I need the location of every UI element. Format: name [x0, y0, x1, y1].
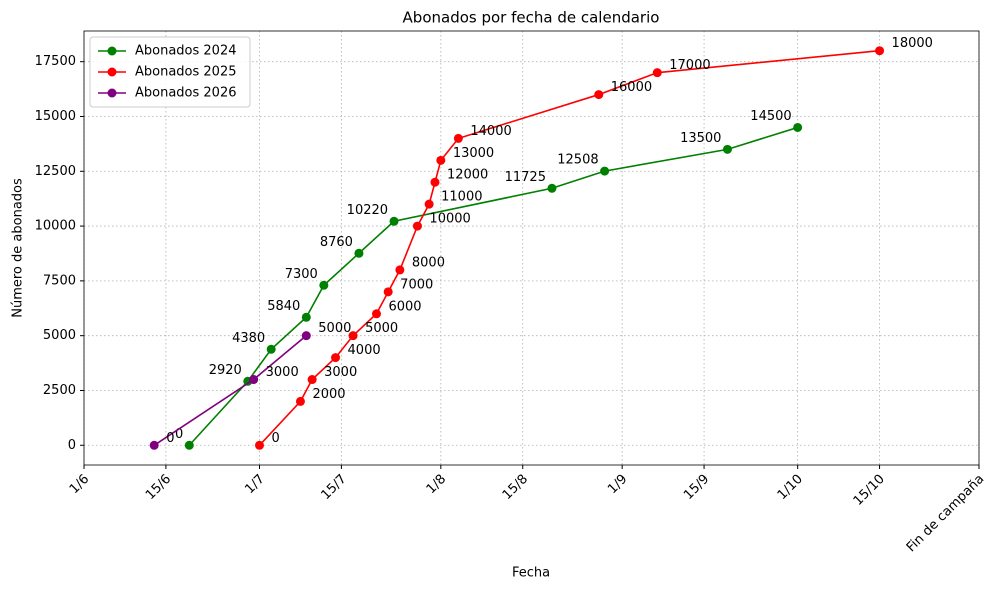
y-tick-label: 2500 — [43, 383, 76, 398]
data-point — [348, 331, 358, 341]
data-label: 13000 — [453, 146, 494, 161]
data-label: 7000 — [400, 277, 433, 292]
data-point — [319, 280, 329, 290]
legend-box — [89, 36, 251, 108]
data-point — [295, 396, 305, 406]
x-tick-label: 1/8 — [424, 472, 449, 497]
data-point — [594, 90, 604, 100]
data-label: 8760 — [320, 235, 353, 250]
data-point — [301, 331, 311, 341]
data-point — [722, 144, 732, 154]
data-label: 5000 — [318, 321, 351, 336]
data-label: 11725 — [505, 170, 546, 185]
data-point — [331, 353, 341, 363]
data-point — [793, 122, 803, 132]
data-point — [249, 375, 259, 385]
data-label: 0 — [175, 427, 183, 442]
legend-marker — [107, 88, 117, 98]
data-label: 16000 — [611, 80, 652, 95]
x-tick-label: 1/7 — [242, 472, 267, 497]
data-point — [412, 221, 422, 231]
data-point — [301, 312, 311, 322]
data-point — [307, 375, 317, 385]
series-line — [188, 126, 798, 446]
legend-label: Abonados 2026 — [135, 86, 237, 101]
data-point — [389, 216, 399, 226]
data-point — [430, 177, 440, 187]
data-label: 10000 — [429, 212, 470, 227]
legend: Abonados 2024 Abonados 2025 Abonados 2026 — [89, 36, 251, 108]
data-point — [383, 287, 393, 297]
data-label: 14500 — [750, 109, 791, 124]
data-label: 5840 — [267, 299, 300, 314]
y-tick-label: 17500 — [35, 54, 76, 69]
x-tick-label: 15/7 — [318, 472, 349, 503]
data-label: 5000 — [365, 321, 398, 336]
x-tick-label: 15/8 — [500, 472, 531, 503]
x-tick-label: 15/9 — [681, 472, 712, 503]
data-label: 10220 — [347, 203, 388, 218]
series-line — [258, 49, 880, 446]
data-label: 2000 — [312, 387, 345, 402]
data-label: 12000 — [447, 168, 488, 183]
y-axis-label: Número de abonados — [11, 178, 26, 318]
data-label: 0 — [166, 431, 174, 446]
data-label: 8000 — [412, 255, 445, 270]
x-axis-label: Fecha — [512, 566, 550, 581]
data-point — [254, 440, 264, 450]
data-point — [453, 133, 463, 143]
data-label: 11000 — [441, 190, 482, 205]
x-tick-label: 1/10 — [775, 472, 806, 503]
data-label: 2920 — [209, 363, 242, 378]
data-point — [354, 248, 364, 258]
data-label: 4000 — [348, 343, 381, 358]
y-tick-label: 7500 — [43, 273, 76, 288]
data-label: 18000 — [892, 36, 933, 51]
data-label: 17000 — [669, 58, 710, 73]
legend-marker — [107, 46, 117, 56]
data-label: 14000 — [470, 124, 511, 139]
data-label: 13500 — [680, 131, 721, 146]
data-point — [149, 440, 159, 450]
x-tick-label: 15/10 — [851, 472, 888, 509]
y-tick-label: 15000 — [35, 109, 76, 124]
legend-label: Abonados 2025 — [135, 65, 237, 80]
legend-label: Abonados 2024 — [135, 44, 237, 59]
data-point — [547, 183, 557, 193]
data-point — [436, 155, 446, 165]
data-label: 0 — [271, 431, 279, 446]
data-point — [652, 68, 662, 78]
data-label: 12508 — [557, 153, 598, 168]
data-label: 3000 — [266, 365, 299, 380]
legend-marker — [107, 67, 117, 77]
data-label: 3000 — [324, 365, 357, 380]
x-tick-label: 1/6 — [67, 472, 92, 497]
data-point — [875, 46, 885, 56]
y-tick-label: 12500 — [35, 164, 76, 179]
chart-title: Abonados por fecha de calendario — [403, 9, 660, 27]
y-tick-label: 0 — [68, 438, 76, 453]
y-tick-label: 5000 — [43, 328, 76, 343]
data-point — [424, 199, 434, 209]
data-label: 7300 — [285, 267, 318, 282]
y-tick-label: 10000 — [35, 219, 76, 234]
data-point — [600, 166, 610, 176]
data-point — [266, 344, 276, 354]
data-point — [184, 440, 194, 450]
data-point — [395, 265, 405, 275]
data-label: 4380 — [232, 331, 265, 346]
x-tick-label: 1/9 — [605, 472, 630, 497]
x-tick-label: 15/6 — [143, 472, 174, 503]
data-label: 6000 — [388, 299, 421, 314]
plot-frame — [83, 30, 980, 466]
data-point — [371, 309, 381, 319]
x-tick-label: Fin de campaña — [904, 472, 988, 556]
